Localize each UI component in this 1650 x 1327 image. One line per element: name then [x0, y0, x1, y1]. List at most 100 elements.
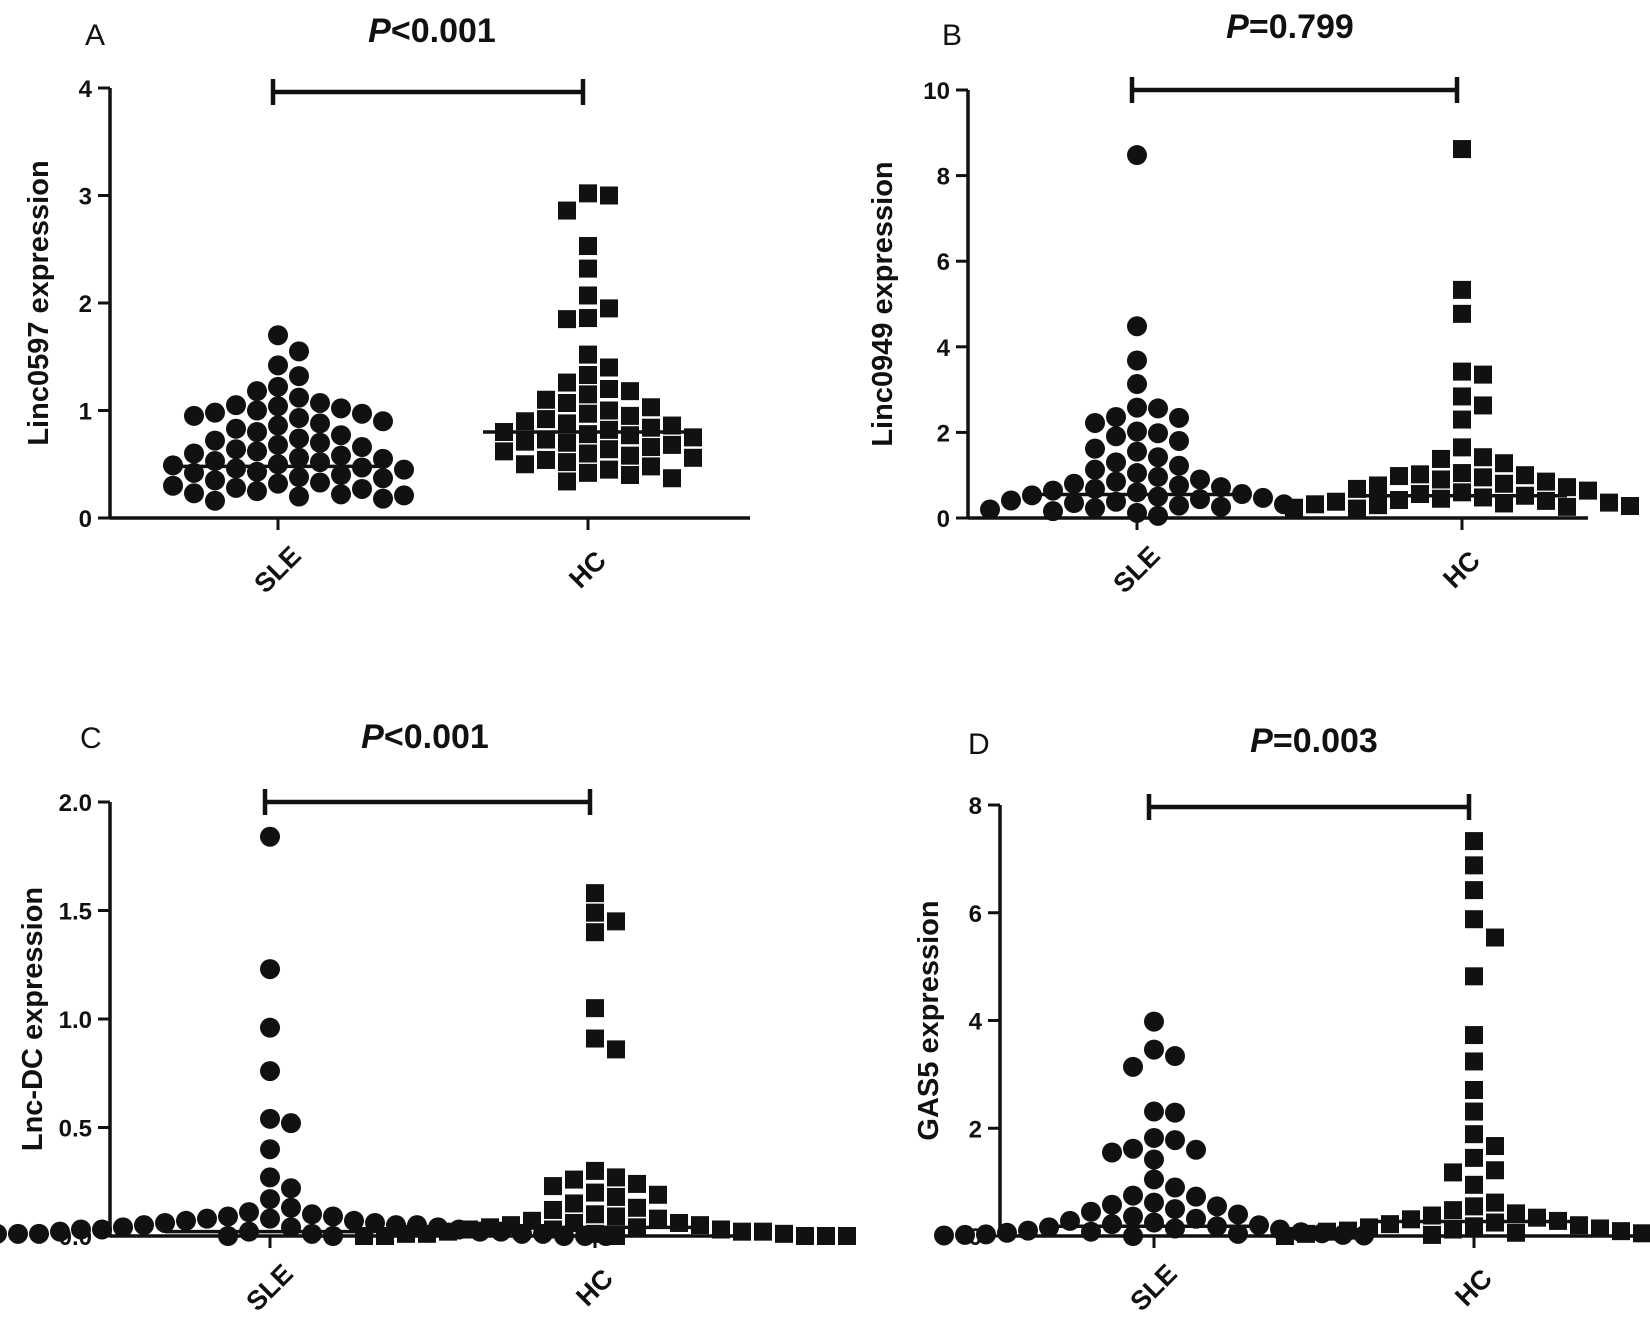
data-point: [976, 1224, 996, 1245]
data-point: [1612, 1222, 1630, 1241]
data-point: [260, 826, 280, 847]
data-point: [1127, 502, 1147, 523]
data-point: [1144, 1149, 1164, 1170]
y-tick-label: 10: [923, 78, 950, 105]
data-point: [934, 1225, 954, 1246]
data-point: [268, 454, 288, 475]
data-point: [1148, 447, 1168, 468]
y-tick-label: 2: [79, 291, 92, 318]
data-point: [649, 1209, 667, 1228]
data-point: [565, 1170, 583, 1189]
data-point: [558, 373, 576, 392]
data-point: [1297, 1224, 1315, 1243]
x-tick-label: HC: [1437, 545, 1486, 594]
data-point: [1411, 465, 1429, 484]
y-tick-label: 0.5: [59, 1116, 92, 1143]
panel-letter: C: [80, 722, 102, 755]
data-point: [579, 444, 597, 463]
data-point: [439, 1222, 457, 1241]
data-point: [1228, 1204, 1248, 1225]
data-point: [663, 469, 681, 488]
y-tick-label: 6: [969, 901, 982, 928]
data-point: [600, 186, 618, 205]
data-point: [586, 1161, 604, 1180]
data-point: [621, 382, 639, 401]
data-point: [163, 475, 183, 496]
data-point: [642, 438, 660, 457]
data-point: [218, 1226, 238, 1246]
data-point: [134, 1215, 154, 1236]
data-point: [289, 387, 309, 408]
data-point: [621, 426, 639, 445]
data-point: [1381, 1215, 1399, 1234]
data-point: [1507, 1223, 1525, 1242]
data-point: [71, 1219, 91, 1240]
x-tick-label: HC: [570, 1263, 619, 1312]
data-point: [289, 447, 309, 468]
data-point: [1253, 487, 1273, 508]
data-point: [289, 486, 309, 507]
data-point: [1486, 928, 1504, 947]
data-point: [1453, 140, 1471, 159]
data-point: [302, 1204, 322, 1225]
data-point: [579, 309, 597, 328]
data-point: [670, 1213, 688, 1232]
data-point: [29, 1223, 49, 1244]
data-point: [579, 259, 597, 278]
data-point: [495, 442, 513, 461]
y-axis-label: Lnc-DC expression: [17, 887, 49, 1151]
data-point: [352, 478, 372, 499]
data-point: [1348, 499, 1366, 518]
data-point: [1106, 406, 1126, 427]
data-point: [1148, 466, 1168, 487]
data-point: [1516, 466, 1534, 485]
data-point: [1169, 407, 1189, 428]
data-point: [1369, 476, 1387, 495]
data-point: [281, 1113, 301, 1134]
data-point: [502, 1216, 520, 1235]
data-point: [1228, 1223, 1248, 1244]
data-point: [1402, 1210, 1420, 1229]
data-point: [1085, 412, 1105, 433]
y-tick-label: 0: [79, 506, 92, 533]
data-point: [1085, 459, 1105, 480]
data-point: [1186, 1139, 1206, 1160]
data-point: [558, 472, 576, 491]
data-point: [1495, 474, 1513, 493]
data-point: [268, 396, 288, 417]
y-tick-label: 4: [937, 335, 951, 362]
data-point: [1318, 1222, 1336, 1241]
data-point: [1465, 910, 1483, 929]
x-tick-label: SLE: [1124, 1258, 1182, 1316]
y-tick-label: 3: [79, 184, 92, 211]
data-point: [586, 1224, 604, 1243]
data-point: [1474, 365, 1492, 384]
data-point: [268, 415, 288, 436]
data-point: [1165, 1130, 1185, 1151]
x-tick-label: HC: [1449, 1263, 1498, 1312]
data-point: [1127, 482, 1147, 503]
data-point: [621, 446, 639, 465]
data-point: [1453, 410, 1471, 429]
data-point: [1190, 469, 1210, 490]
data-point: [607, 1207, 625, 1226]
data-point: [579, 366, 597, 385]
data-point: [260, 1167, 280, 1188]
data-point: [1390, 467, 1408, 486]
data-point: [1169, 475, 1189, 496]
data-point: [1165, 1046, 1185, 1067]
data-point: [1339, 1221, 1357, 1240]
data-point: [205, 490, 225, 511]
data-point: [586, 903, 604, 922]
data-point: [579, 184, 597, 203]
data-point: [607, 1040, 625, 1059]
panel-letter: D: [968, 728, 990, 761]
data-point: [205, 430, 225, 451]
data-point: [1106, 426, 1126, 447]
data-point: [1465, 1197, 1483, 1216]
data-point: [1390, 491, 1408, 510]
y-tick-label: 8: [937, 164, 950, 191]
data-point: [323, 1226, 343, 1246]
data-point: [537, 450, 555, 469]
data-point: [1570, 1216, 1588, 1235]
